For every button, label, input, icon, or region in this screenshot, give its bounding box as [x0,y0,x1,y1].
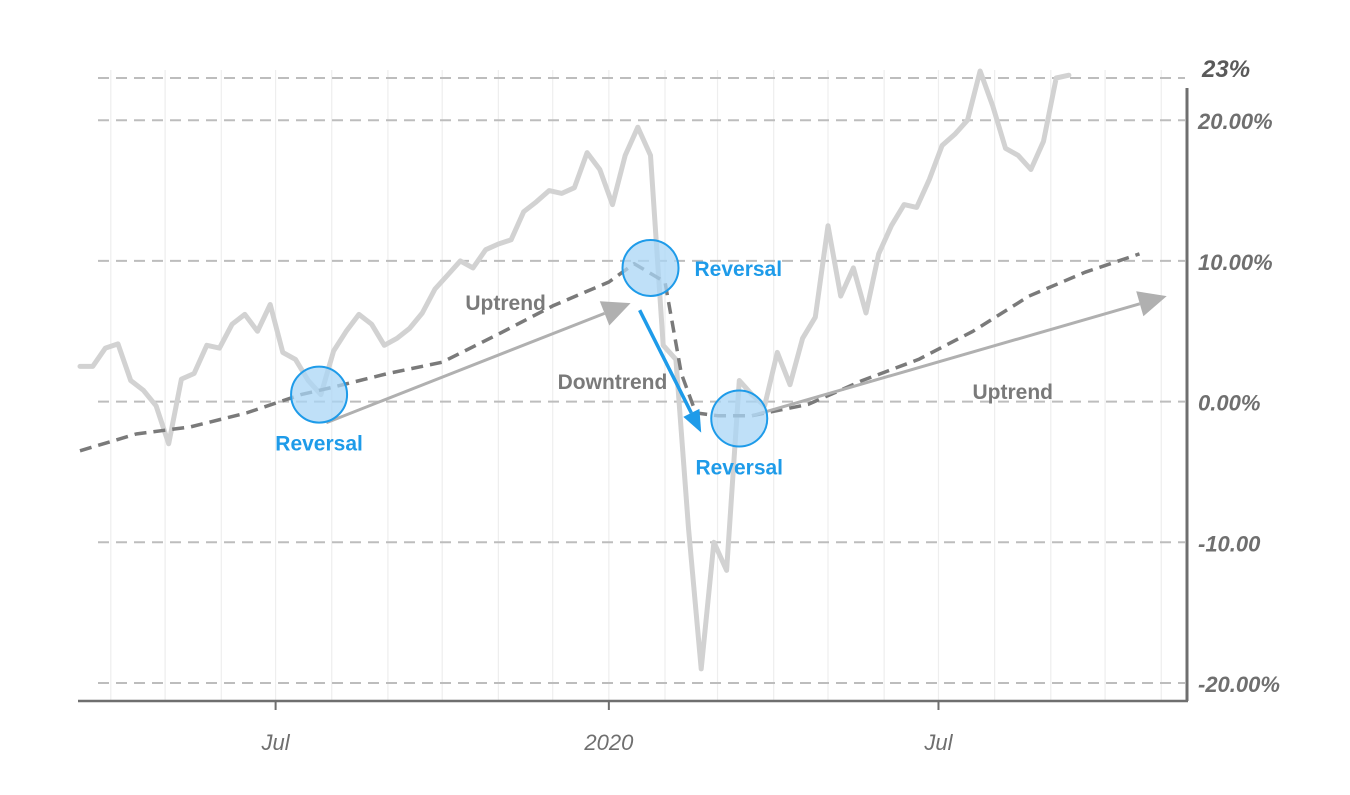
trend-arrow-shaft [325,311,606,425]
y-tick-label: 0.00% [1198,391,1260,416]
trend-arrow-shaft [638,309,693,414]
reversal-marker [290,365,349,424]
y-tick-label: -10.00 [1198,531,1261,556]
trend-arrow-head [1136,291,1167,317]
trend-label: Uptrend [465,292,546,315]
axes [78,88,1189,710]
y-tick-label: 10.00% [1198,250,1273,275]
reversal-marker [621,238,680,297]
trend-label: Downtrend [558,371,668,394]
vertical-gridlines [110,70,1162,701]
trend-arrow-shaft [751,302,1141,418]
tick-labels: 23% 20.00% 10.00% 0.00% -10.00 -20.00% Jul 2020… [261,56,1280,755]
y-tick-label: 23% [1201,56,1250,83]
trend-arrow-head [599,301,631,326]
trend-arrow-head [683,408,702,433]
x-tick-label: Jul [261,730,291,755]
reversal-marker [710,389,769,448]
reversal-label: Reversal [695,456,783,479]
x-tick-label: 2020 [583,730,634,755]
annotation-layer: Uptrend Downtrend Uptrend Reversal Reversal R… [275,238,1167,479]
trend-label: Uptrend [972,381,1053,404]
price-series-line [77,68,1072,672]
y-tick-label: 20.00% [1197,109,1273,134]
series-layer [77,68,1141,672]
reversal-label: Reversal [275,433,363,456]
y-tick-label: -20.00% [1198,672,1280,697]
reversal-label: Reversal [695,258,783,281]
horizontal-gridlines [98,77,1185,684]
x-tick-label: Jul [923,730,953,755]
trend-series-line [79,252,1141,453]
